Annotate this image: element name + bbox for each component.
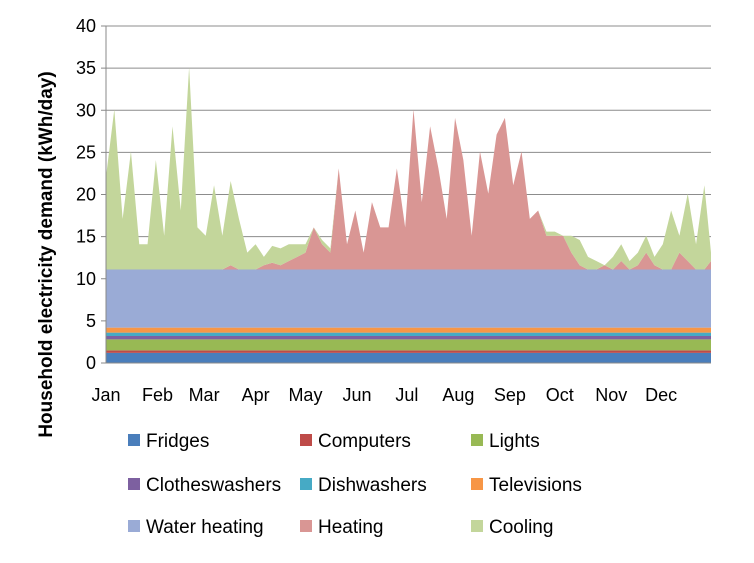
x-tick-label-apr: Apr: [242, 385, 270, 405]
legend-label-heating: Heating: [318, 517, 384, 538]
y-axis-title: Household electricity demand (kWh/day): [36, 71, 57, 437]
y-tick-label: 5: [86, 311, 96, 331]
x-tick-labels: Jan Feb Mar Apr May Jun Jul Aug Sep Oct Nov Dec: [91, 385, 677, 405]
legend-swatch-heating: [300, 520, 312, 532]
legend-label-fridges: Fridges: [146, 431, 209, 452]
legend-label-cooling: Cooling: [489, 517, 553, 538]
legend-swatch-computers: [300, 434, 312, 446]
area-televisions: [106, 327, 711, 333]
x-tick-label-mar: Mar: [189, 385, 220, 405]
legend-label-lights: Lights: [489, 431, 540, 452]
y-tick-label: 35: [76, 58, 96, 78]
legend-swatch-water-heating: [128, 520, 140, 532]
area-computers: [106, 350, 711, 353]
legend-label-computers: Computers: [318, 431, 411, 452]
x-tick-label-oct: Oct: [546, 385, 574, 405]
legend-label-dishwashers: Dishwashers: [318, 475, 427, 496]
x-tick-label-jul: Jul: [395, 385, 418, 405]
x-tick-label-jan: Jan: [91, 385, 120, 405]
x-tick-label-dec: Dec: [645, 385, 677, 405]
x-tick-label-nov: Nov: [595, 385, 627, 405]
y-tick-label: 20: [76, 185, 96, 205]
legend-swatch-dishwashers: [300, 478, 312, 490]
legend-swatch-lights: [471, 434, 483, 446]
legend-swatch-cooling: [471, 520, 483, 532]
area-dishwashers: [106, 332, 711, 337]
area-heating: [106, 109, 711, 270]
y-tick-labels: 0 5 10 15 20 25 30 35 40: [76, 16, 106, 373]
x-tick-label-jun: Jun: [342, 385, 371, 405]
area-water-heating: [106, 269, 711, 328]
y-tick-label: 30: [76, 100, 96, 120]
x-tick-label-aug: Aug: [442, 385, 474, 405]
plot-area: [106, 67, 711, 363]
legend-label-water-heating: Water heating: [146, 517, 264, 538]
legend-label-televisions: Televisions: [489, 475, 582, 496]
y-tick-label: 25: [76, 142, 96, 162]
area-clotheswashers: [106, 336, 711, 340]
y-tick-label: 10: [76, 269, 96, 289]
legend-swatch-fridges: [128, 434, 140, 446]
y-tick-label: 15: [76, 227, 96, 247]
x-tick-label-may: May: [288, 385, 322, 405]
legend-swatch-televisions: [471, 478, 483, 490]
legend-label-clotheswashers: Clotheswashers: [146, 475, 281, 496]
y-tick-label: 0: [86, 353, 96, 373]
legend-swatch-clotheswashers: [128, 478, 140, 490]
area-lights: [106, 339, 711, 351]
area-fridges: [106, 352, 711, 363]
legend: Fridges Computers Lights Clotheswashers Dish…: [128, 431, 582, 538]
area-cooling: [106, 67, 711, 270]
x-tick-label-feb: Feb: [142, 385, 173, 405]
y-tick-label: 40: [76, 16, 96, 36]
x-tick-label-sep: Sep: [494, 385, 526, 405]
